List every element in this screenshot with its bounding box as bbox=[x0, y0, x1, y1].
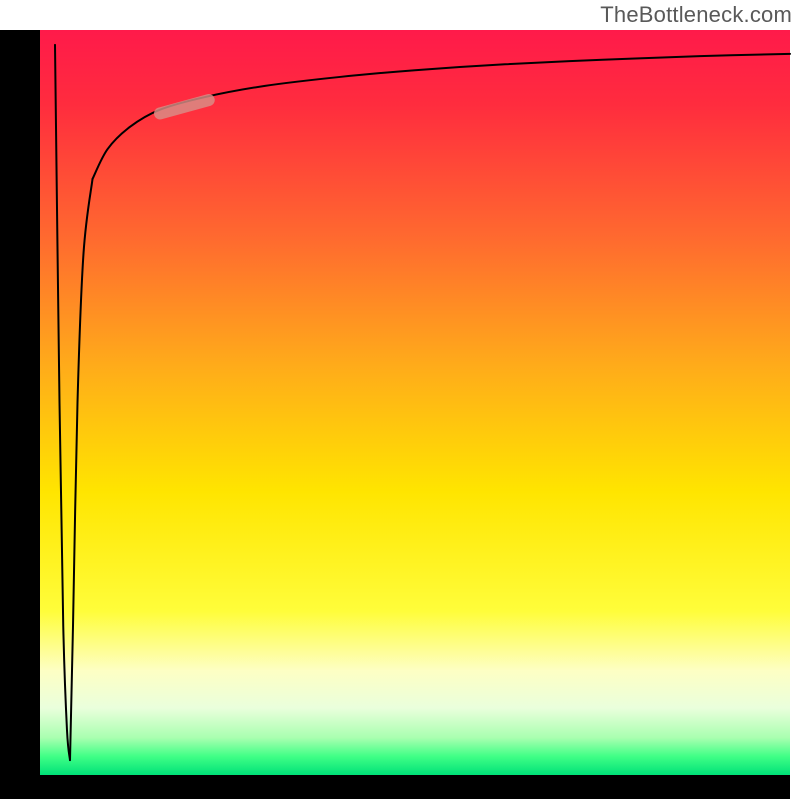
plot-background bbox=[40, 30, 790, 775]
chart-container: { "watermark": { "text": "TheBottleneck.… bbox=[0, 0, 800, 800]
x-axis bbox=[0, 775, 790, 799]
y-axis bbox=[0, 30, 40, 799]
watermark-text: TheBottleneck.com bbox=[600, 2, 792, 28]
bottleneck-chart bbox=[0, 0, 800, 800]
